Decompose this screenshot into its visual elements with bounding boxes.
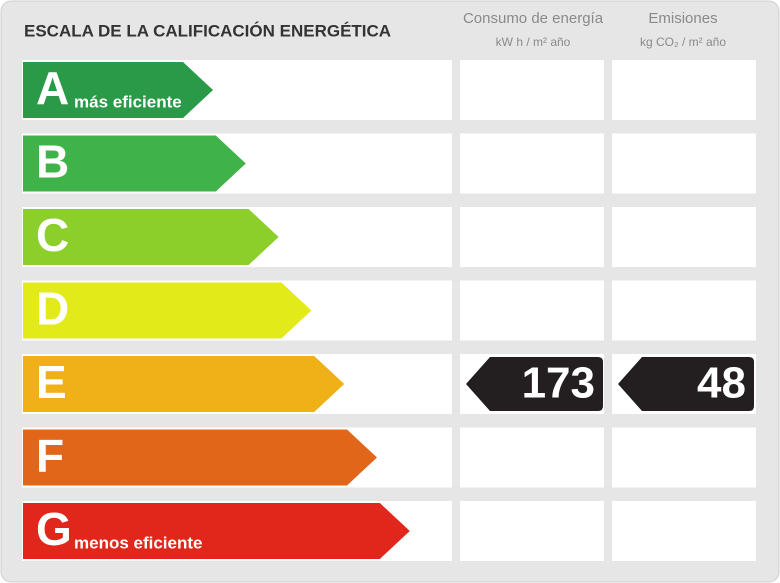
cell <box>460 207 604 267</box>
rating-letter: C <box>36 209 69 261</box>
column-title: Emisiones <box>648 10 717 27</box>
cell <box>612 60 756 120</box>
rating-letter: A <box>36 62 69 114</box>
value-text: 48 <box>697 359 746 408</box>
rating-arrow <box>23 356 345 412</box>
label-title: ESCALA DE LA CALIFICACIÓN ENERGÉTICA <box>24 21 391 40</box>
rating-arrow <box>23 282 312 339</box>
rating-letter: D <box>36 283 69 335</box>
cell <box>460 133 604 194</box>
cell <box>460 501 604 561</box>
rating-letter: F <box>36 430 64 482</box>
cell <box>460 60 604 120</box>
rating-note: menos eficiente <box>74 533 203 552</box>
rating-letter: E <box>36 356 67 408</box>
value-badge <box>618 357 754 411</box>
rating-arrow <box>23 503 410 559</box>
value-badge <box>466 357 603 411</box>
rating-arrow <box>23 209 279 265</box>
column-title: Consumo de energía <box>463 10 604 27</box>
cell <box>612 501 756 561</box>
cell <box>612 133 756 194</box>
column-unit: kW h / m² año <box>496 35 571 49</box>
rating-note: más eficiente <box>74 92 182 111</box>
rating-arrow <box>23 62 213 118</box>
cell <box>612 280 756 341</box>
cell <box>460 427 604 488</box>
cell <box>612 207 756 267</box>
cell <box>612 427 756 488</box>
rating-arrow <box>23 135 246 192</box>
column-unit: kg CO₂ / m² año <box>640 35 726 49</box>
cell <box>460 280 604 341</box>
value-text: 173 <box>522 359 595 408</box>
rating-letter: B <box>36 136 69 188</box>
rating-arrow <box>23 429 377 486</box>
rating-letter: G <box>36 503 72 555</box>
